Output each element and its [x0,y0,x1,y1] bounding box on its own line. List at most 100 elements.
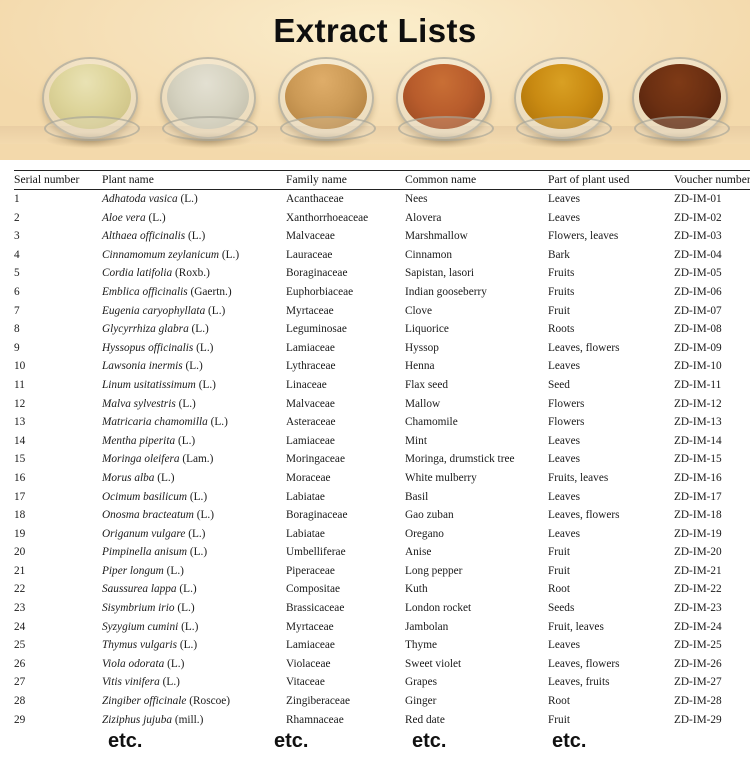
cell-common-name: Moringa, drumstick tree [405,453,515,466]
header-banner: Extract Lists [0,0,750,160]
cell-plant-name: Sisymbrium irio (L.) [102,599,286,618]
plant-scientific-name: Eugenia caryophyllata [102,304,206,317]
plant-scientific-name: Althaea officinalis [102,230,186,243]
cell-plant-name: Adhatoda vasica (L.) [102,190,286,209]
cell-part-of-plant: Fruits [548,285,575,298]
table-header: Serial number Plant name Family name Com… [14,170,750,190]
cell-part-of-plant: Leaves, flowers [548,341,620,354]
page-title: Extract Lists [273,12,477,49]
cell-voucher-number: ZD-IM-18 [674,509,722,522]
cell-plant-name: Moringa oleifera (Lam.) [102,450,286,469]
cell-family-name: Zingiberaceae [286,695,350,708]
cell-plant-name: Malva sylvestris (L.) [102,395,286,414]
cell-plant-name: Morus alba (L.) [102,469,286,488]
cell-common-name: Red date [405,713,445,726]
cell-voucher-number: ZD-IM-16 [674,471,722,484]
plant-authority: (Roxb.) [175,267,210,280]
cell-part-of-plant: Leaves [548,434,580,447]
cell-serial-number: 14 [14,434,26,447]
cell-common-name: Clove [405,304,432,317]
cell-voucher-number: ZD-IM-11 [674,378,722,391]
cell-voucher-number: ZD-IM-29 [674,713,722,726]
cell-serial-number: 23 [14,602,26,615]
plant-authority: (L.) [189,490,208,503]
cell-serial-number: 25 [14,639,26,652]
cell-part-of-plant: Leaves, flowers [548,657,620,670]
table-row: 25 Thymus vulgaris (L.) Lamiaceae Thyme Leav… [14,636,750,655]
cell-part-of-plant: Leaves, flowers [548,509,620,522]
cell-family-name: Labiatae [286,527,325,540]
cell-part-of-plant: Bark [548,248,570,261]
etc-label-common-name: etc. [412,730,447,753]
plant-authority: (L.) [167,657,185,670]
cell-plant-name: Zingiber officinale (Roscoe) [102,692,286,711]
plant-scientific-name: Saussurea lappa [102,583,177,596]
cell-serial-number: 5 [14,267,20,280]
cell-part-of-plant: Fruit [548,564,570,577]
cell-voucher-number: ZD-IM-09 [674,341,722,354]
cell-voucher-number: ZD-IM-27 [674,676,722,689]
plant-scientific-name: Syzygium cumini [102,620,179,633]
plant-scientific-name: Moringa oleifera [102,453,180,466]
cell-part-of-plant: Fruit [548,546,570,559]
plant-authority: (L.) [188,527,206,540]
cell-voucher-number: ZD-IM-14 [674,434,722,447]
table-row: 13 Matricaria chamomilla (L.) Asteraceae Ch… [14,413,750,432]
cell-part-of-plant: Leaves [548,360,580,373]
plant-authority: (L.) [198,378,216,391]
cell-common-name: Mallow [405,397,441,410]
cell-family-name: Xanthorrhoeaceae [286,211,369,224]
cell-common-name: Chamomile [405,416,458,429]
table-row: 28 Zingiber officinale (Roscoe) Zingiberac… [14,692,750,711]
cell-voucher-number: ZD-IM-23 [674,602,722,615]
table-row: 8 Glycyrrhiza glabra (L.) Leguminosae Liquo… [14,320,750,339]
plant-scientific-name: Hyssopus officinalis [102,341,194,354]
cell-family-name: Euphorbiaceae [286,285,354,298]
table-row: 18 Onosma bracteatum (L.) Boraginaceae Gao … [14,506,750,525]
cell-serial-number: 16 [14,471,26,484]
cell-plant-name: Ocimum basilicum (L.) [102,488,286,507]
column-header-plant-name: Plant name [102,170,286,190]
cell-part-of-plant: Leaves, fruits [548,676,610,689]
cell-common-name: Sweet violet [405,657,462,670]
cell-family-name: Acanthaceae [286,193,344,205]
cell-family-name: Linaceae [286,378,327,391]
cell-plant-name: Thymus vulgaris (L.) [102,636,286,655]
petri-dish-6 [632,57,731,148]
cell-common-name: Henna [405,360,435,373]
plant-authority: (L.) [148,211,166,224]
petri-dish-1 [42,57,141,148]
cell-serial-number: 10 [14,360,26,373]
plant-scientific-name: Origanum vulgare [102,527,186,540]
plant-scientific-name: Linum usitatissimum [102,378,196,391]
cell-plant-name: Mentha piperita (L.) [102,432,286,451]
table-row: 26 Viola odorata (L.) Violaceae Sweet viole… [14,655,750,674]
table-row: 16 Morus alba (L.) Moraceae White mulberry F… [14,469,750,488]
petri-dish-2 [160,57,259,148]
cell-common-name: Grapes [405,676,437,689]
cell-part-of-plant: Roots [548,323,575,336]
cell-part-of-plant: Seed [548,378,570,391]
cell-voucher-number: ZD-IM-01 [674,193,722,205]
cell-common-name: Gao zuban [405,509,454,522]
cell-family-name: Umbelliferae [286,546,346,559]
cell-part-of-plant: Leaves [548,639,580,652]
table-row: 2 Aloe vera (L.) Xanthorrhoeaceae Alovera Le… [14,209,750,228]
cell-family-name: Compositae [286,583,340,596]
table-row: 10 Lawsonia inermis (L.) Lythraceae Henna Le… [14,357,750,376]
cell-part-of-plant: Flowers, leaves [548,230,619,243]
cell-voucher-number: ZD-IM-20 [674,546,722,559]
petri-dish-5 [514,57,613,148]
plant-scientific-name: Onosma bracteatum [102,509,194,522]
cell-family-name: Lamiaceae [286,341,335,354]
cell-plant-name: Hyssopus officinalis (L.) [102,339,286,358]
table-body: 1 Adhatoda vasica (L.) Acanthaceae Nees Leav… [14,190,750,730]
plant-authority: (L.) [187,230,206,243]
cell-family-name: Moraceae [286,471,331,484]
cell-voucher-number: ZD-IM-03 [674,230,722,243]
table-row: 23 Sisymbrium irio (L.) Brassicaceae London… [14,599,750,618]
plant-authority: (mill.) [174,713,204,726]
plant-scientific-name: Aloe vera [102,211,146,224]
cell-serial-number: 12 [14,397,26,410]
cell-family-name: Lauraceae [286,248,333,261]
